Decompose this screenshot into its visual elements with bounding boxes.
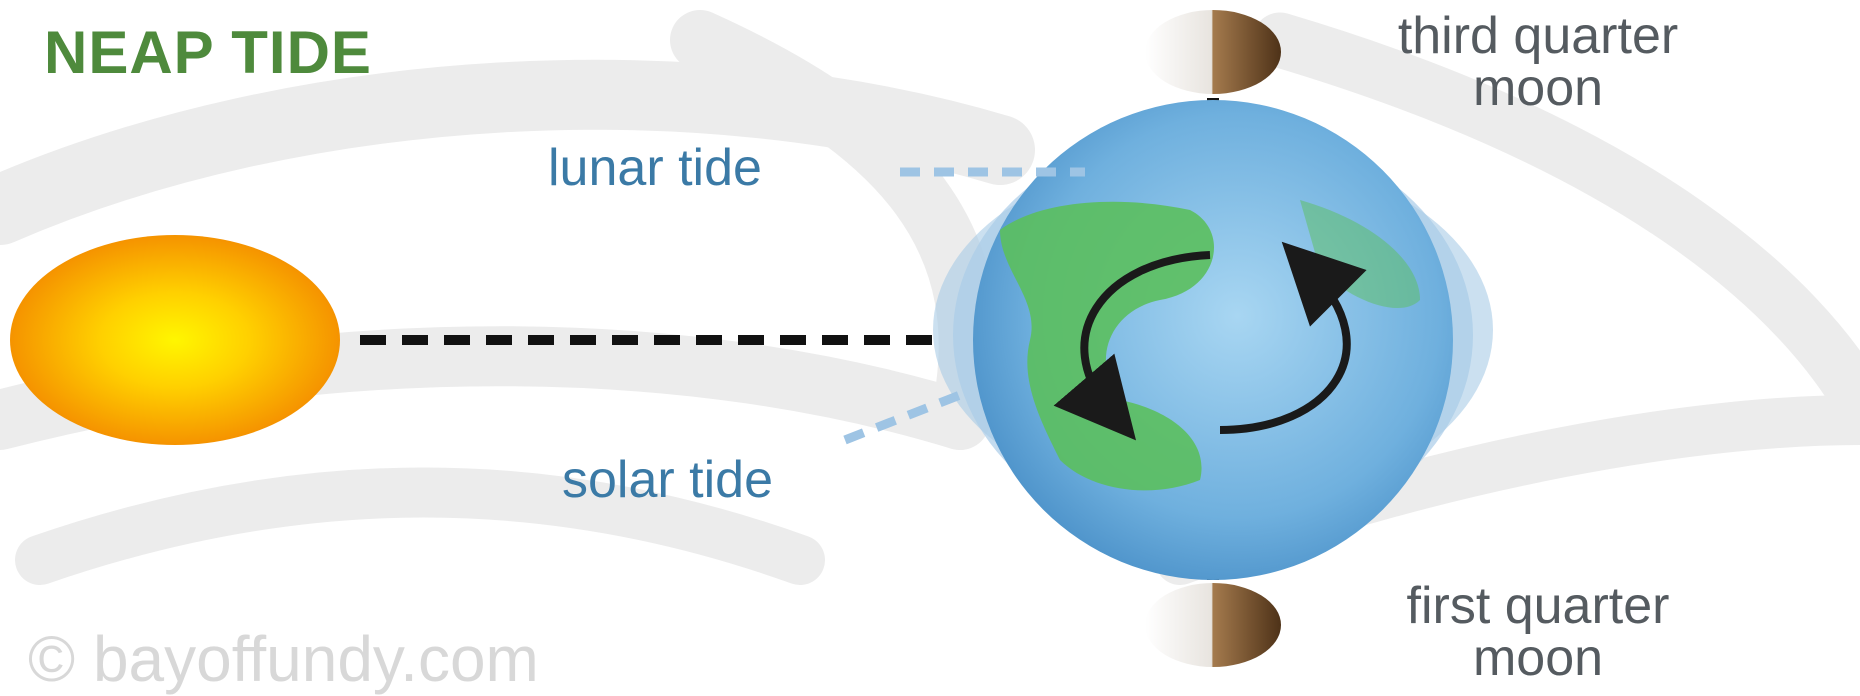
first-quarter-moon-label: first quarter moon xyxy=(1318,580,1758,684)
rotation-arrow-right-icon xyxy=(1219,241,1367,434)
copyright-credit: © bayoffundy.com xyxy=(28,623,539,695)
third-quarter-moon-label: third quarter moon xyxy=(1318,10,1758,114)
third-quarter-moon-icon xyxy=(1145,10,1281,94)
third-quarter-moon-label-line1: third quarter xyxy=(1397,7,1679,65)
first-quarter-moon-icon xyxy=(1145,583,1281,667)
solar-tide-label: solar tide xyxy=(562,451,773,509)
solar-tide-pointer xyxy=(843,390,962,445)
third-quarter-moon-label-line2: moon xyxy=(1472,59,1604,117)
rotation-arrow-left-icon xyxy=(1053,251,1211,441)
land-mass xyxy=(1000,201,1214,491)
neap-tide-diagram: NEAP TIDE lunar tide solar tide third qu… xyxy=(0,10,1860,695)
first-quarter-moon-label-line1: first quarter xyxy=(1406,577,1670,635)
lunar-tide-label: lunar tide xyxy=(548,139,762,197)
diagram-title: NEAP TIDE xyxy=(44,19,372,86)
diagram-canvas xyxy=(0,10,1860,667)
first-quarter-moon-label-line2: moon xyxy=(1472,629,1604,687)
sun-icon xyxy=(10,235,340,445)
